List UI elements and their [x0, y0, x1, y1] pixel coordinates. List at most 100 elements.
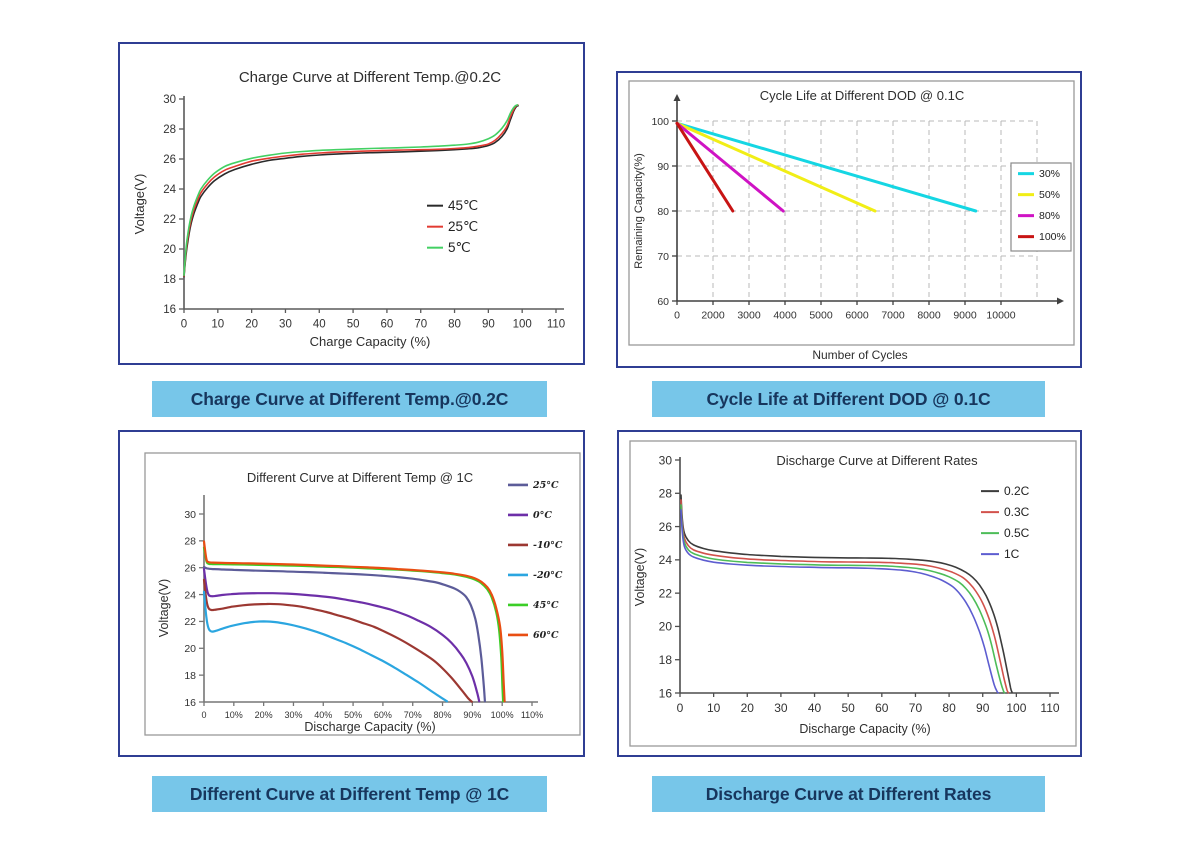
series-5℃ [183, 104, 519, 277]
series--10°C [202, 578, 473, 703]
series-25℃ [183, 104, 519, 277]
legend-label: 5℃ [448, 240, 471, 255]
x-tick-label: 110 [547, 319, 565, 331]
legend-label: -20°C [533, 570, 563, 581]
legend-label: 45℃ [448, 198, 478, 213]
x-tick-label: 110% [521, 710, 543, 720]
x-tick-label: 60 [875, 701, 889, 715]
x-tick-label: 10 [211, 319, 224, 331]
chart-cycle-life: 0 2000 3000 4000 5000 6000 7000 8000 9000 10000 60… [628, 80, 1075, 362]
x-tick-label: 9000 [953, 310, 977, 322]
x-tick-label: 100 [1006, 701, 1026, 715]
caption-rate-discharge: Discharge Curve at Different Rates [652, 776, 1045, 812]
legend-label: 100% [1039, 231, 1066, 243]
y-axis-label: Remaining Capacity(%) [633, 153, 645, 269]
x-tick-label: 6000 [845, 310, 869, 322]
x-tick-label: 90 [482, 319, 495, 331]
x-tick-label: 40 [808, 701, 822, 715]
panel-charge-curve: 0 10 20 30 40 50 60 70 80 90 100 110 16 18 20 22 24 26 28 3… [118, 42, 585, 365]
x-tick-label: 70% [404, 710, 422, 720]
y-tick-label: 18 [184, 670, 196, 682]
y-axis-label: Voltage(V) [132, 174, 147, 235]
x-tick-label: 110 [1040, 701, 1059, 715]
x-tick-label: 0 [181, 319, 187, 331]
legend-label: -10°C [533, 540, 563, 551]
y-tick-label: 26 [163, 154, 176, 166]
y-tick-label: 30 [184, 509, 196, 521]
x-tick-label: 0 [674, 310, 680, 322]
y-tick-label: 16 [163, 304, 176, 316]
y-tick-label: 22 [163, 214, 176, 226]
x-tick-label: 80 [448, 319, 461, 331]
x-tick-label: 20 [245, 319, 258, 331]
x-tick-label: 0 [677, 701, 684, 715]
y-tick-label: 60 [657, 296, 669, 308]
series-30% [675, 121, 978, 213]
legend-label: 0.3C [1004, 505, 1030, 519]
x-tick-label: 40% [314, 710, 332, 720]
y-tick-label: 24 [659, 553, 673, 567]
x-tick-label: 70 [909, 701, 923, 715]
x-axis-label: Charge Capacity (%) [310, 334, 431, 349]
x-axis-label: Discharge Capacity (%) [799, 722, 930, 736]
x-tick-label: 60% [374, 710, 392, 720]
series-0°C [202, 568, 481, 703]
legend-label: 30% [1039, 168, 1060, 180]
series-0.3C [680, 499, 1010, 694]
y-tick-label: 28 [659, 487, 673, 501]
caption-charge-curve: Charge Curve at Different Temp.@0.2C [152, 381, 547, 417]
x-tick-label: 50% [344, 710, 362, 720]
plot-frame [144, 452, 581, 736]
chart-title: Cycle Life at Different DOD @ 0.1C [760, 88, 964, 103]
legend-label: 25°C [532, 480, 559, 491]
y-tick-label: 28 [163, 124, 176, 136]
caption-text: Discharge Curve at Different Rates [705, 783, 992, 804]
x-tick-label: 60 [381, 319, 394, 331]
x-tick-label: 40 [313, 319, 326, 331]
x-tick-label: 8000 [917, 310, 941, 322]
caption-text: Different Curve at Different Temp @ 1C [189, 783, 510, 804]
x-tick-label: 20% [255, 710, 273, 720]
y-tick-label: 22 [659, 586, 673, 600]
y-tick-label: 28 [184, 536, 196, 548]
series-80% [675, 121, 785, 213]
chart-title: Different Curve at Different Temp @ 1C [247, 470, 473, 485]
x-tick-label: 70 [414, 319, 427, 331]
y-tick-label: 70 [657, 251, 669, 263]
y-tick-label: 100 [651, 116, 669, 128]
x-tick-label: 2000 [701, 310, 725, 322]
chart-charge-curve: 0 10 20 30 40 50 60 70 80 90 100 110 16 18 20 22 24 26 28 3… [132, 69, 565, 349]
legend: 30% 50% 80% 100% [1010, 162, 1072, 252]
chart-temp-discharge: 0 10% 20% 30% 40% 50% 60% 70% 80% 90% 100% 110% 16 18… [144, 452, 581, 736]
x-tick-label: 50 [347, 319, 360, 331]
y-axis-label: Voltage(V) [157, 579, 171, 637]
series-100% [675, 121, 735, 213]
x-axis-arrow-icon [1057, 297, 1064, 305]
plot-frame [629, 440, 1077, 747]
panel-temp-discharge: 0 10% 20% 30% 40% 50% 60% 70% 80% 90% 100% 110% 16 18… [118, 430, 585, 757]
x-tick-label: 10 [707, 701, 721, 715]
legend-label: 0.5C [1004, 526, 1030, 540]
series-0.2C [680, 494, 1013, 693]
legend-label: 0°C [533, 510, 552, 521]
y-tick-label: 18 [163, 274, 176, 286]
legend-label: 45°C [533, 600, 559, 611]
y-tick-label: 30 [659, 453, 673, 467]
legend: 45℃ 25℃ 5℃ [427, 198, 478, 255]
x-tick-label: 30 [774, 701, 788, 715]
x-tick-label: 90% [463, 710, 481, 720]
x-tick-label: 10% [225, 710, 243, 720]
x-axis-label: Number of Cycles [812, 348, 907, 362]
x-tick-label: 4000 [773, 310, 797, 322]
y-tick-label: 16 [184, 697, 196, 709]
series-60°C [202, 540, 506, 703]
series-1C [680, 509, 999, 694]
caption-temp-discharge: Different Curve at Different Temp @ 1C [152, 776, 547, 812]
series-45℃ [183, 105, 519, 278]
x-tick-label: 100% [491, 710, 514, 720]
legend-label: 1C [1004, 547, 1020, 561]
x-tick-label: 30 [279, 319, 292, 331]
series-0.5C [680, 504, 1006, 694]
x-tick-label: 50 [842, 701, 856, 715]
series-25°C [202, 565, 486, 703]
